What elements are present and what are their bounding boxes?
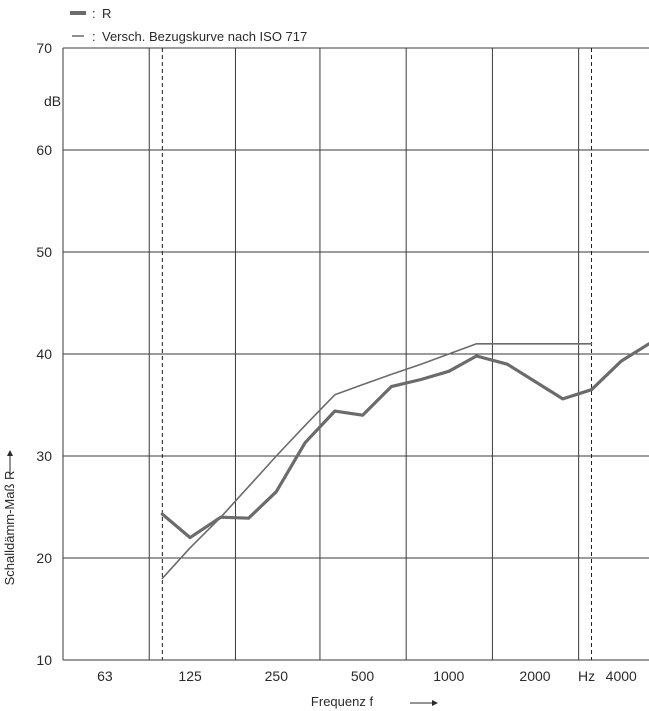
y-tick-label-70: 70 <box>36 40 52 56</box>
series-line-reference <box>161 342 593 580</box>
y-tick-label-30: 30 <box>36 448 52 464</box>
x-tick-label-2000: 2000 <box>519 668 550 684</box>
legend-label-r: : <box>92 6 96 21</box>
y-tick-label-20: 20 <box>36 550 52 566</box>
series-line-r <box>160 342 649 540</box>
y-tick-label-60: 60 <box>36 142 52 158</box>
x-tick-label-1000: 1000 <box>433 668 464 684</box>
y-tick-label-10: 10 <box>36 652 52 668</box>
y-tick-labels: 10 20 30 40 50 60 70 <box>36 40 52 668</box>
y-axis-arrow-head <box>7 450 13 456</box>
x-axis-title: Frequenz f <box>311 694 374 709</box>
x-tick-label-125: 125 <box>178 668 202 684</box>
horizontal-grid <box>63 47 649 661</box>
y-tick-label-50: 50 <box>36 244 52 260</box>
series-layer <box>160 342 649 580</box>
x-tick-label-4000: 4000 <box>606 668 637 684</box>
legend-label-reference: Versch. Bezugskurve nach ISO 717 <box>102 29 307 44</box>
y-unit-label: dB <box>44 93 61 109</box>
legend: : R : Versch. Bezugskurve nach ISO 717 <box>70 6 307 44</box>
legend-label-r-name: R <box>102 6 111 21</box>
y-tick-label-40: 40 <box>36 346 52 362</box>
x-tick-label-63: 63 <box>97 668 113 684</box>
reference-lines <box>161 48 593 660</box>
x-tick-label-500: 500 <box>351 668 375 684</box>
x-unit-label: Hz <box>578 668 595 684</box>
x-tick-labels: 63 125 250 500 1000 2000 4000 <box>97 668 637 684</box>
y-axis-title: Schalldämm-Maß R <box>2 471 17 586</box>
x-axis-arrow-head <box>432 700 438 706</box>
y-axis-title-group: Schalldämm-Maß R <box>2 450 17 585</box>
legend-label-reference-prefix: : <box>92 29 96 44</box>
x-tick-label-250: 250 <box>265 668 289 684</box>
